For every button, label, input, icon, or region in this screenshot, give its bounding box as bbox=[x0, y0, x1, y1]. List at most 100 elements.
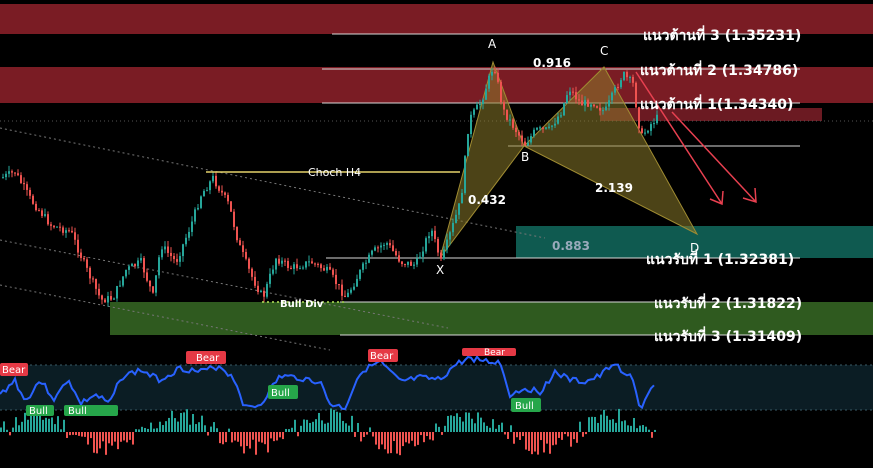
svg-text:Bear: Bear bbox=[2, 365, 26, 376]
candle-body bbox=[530, 136, 532, 143]
candle-body bbox=[260, 290, 262, 292]
candle-body bbox=[155, 275, 157, 293]
histogram-bar bbox=[180, 412, 182, 432]
histogram-bar bbox=[486, 425, 488, 432]
candle-body bbox=[101, 295, 103, 300]
histogram-bar bbox=[234, 432, 236, 441]
histogram-bar bbox=[162, 425, 164, 432]
histogram-bar bbox=[129, 432, 131, 440]
candle-body bbox=[152, 286, 154, 293]
histogram-bar bbox=[540, 432, 542, 441]
histogram-bar bbox=[261, 432, 263, 443]
histogram-bar bbox=[513, 432, 515, 444]
candle-body bbox=[545, 127, 547, 129]
candle-body bbox=[68, 230, 70, 232]
histogram-bar bbox=[477, 412, 479, 432]
histogram-bar bbox=[642, 425, 644, 432]
candle-body bbox=[176, 259, 178, 262]
histogram-bar bbox=[63, 419, 65, 432]
histogram-bar bbox=[483, 422, 485, 432]
histogram-bar bbox=[459, 417, 461, 432]
candle-body bbox=[605, 106, 607, 111]
candle-body bbox=[383, 244, 385, 246]
histogram-bar bbox=[267, 432, 269, 453]
candle-body bbox=[164, 246, 166, 250]
histogram-bar bbox=[627, 425, 629, 432]
candle-body bbox=[323, 268, 325, 271]
candle-body bbox=[419, 256, 421, 259]
candle-body bbox=[95, 278, 97, 289]
candle-body bbox=[455, 214, 457, 223]
candle-body bbox=[233, 211, 235, 227]
candle-body bbox=[194, 209, 196, 222]
candle-body bbox=[314, 263, 316, 265]
svg-text:Bear: Bear bbox=[370, 351, 394, 362]
candle-body bbox=[401, 261, 403, 265]
candle-body bbox=[317, 263, 319, 265]
histogram-bar bbox=[168, 417, 170, 432]
candle-body bbox=[137, 260, 139, 267]
candle-body bbox=[296, 264, 298, 269]
candle-body bbox=[32, 195, 34, 204]
candle-body bbox=[632, 77, 634, 83]
histogram-bar bbox=[264, 432, 266, 445]
histogram-bar bbox=[6, 429, 8, 432]
histogram-bar bbox=[276, 432, 278, 441]
support-label-3: แนวรับที่ 3 (1.31409) bbox=[654, 326, 802, 345]
candle-body bbox=[350, 289, 352, 293]
candle-body bbox=[491, 71, 493, 76]
candle-body bbox=[278, 258, 280, 264]
candle-body bbox=[392, 245, 394, 252]
ratio-bd-label: 2.139 bbox=[595, 181, 633, 195]
candle-body bbox=[293, 264, 295, 269]
candle-body bbox=[569, 91, 571, 96]
candle-body bbox=[566, 95, 568, 103]
candle-body bbox=[650, 124, 652, 131]
candle-body bbox=[587, 100, 589, 107]
histogram-bar bbox=[546, 432, 548, 444]
histogram-bar bbox=[474, 423, 476, 432]
histogram-bar bbox=[378, 432, 380, 450]
histogram-bar bbox=[576, 432, 578, 443]
histogram-bar bbox=[561, 432, 563, 440]
candle-body bbox=[398, 255, 400, 262]
bear-badge: Bear bbox=[462, 348, 516, 358]
candle-body bbox=[161, 249, 163, 258]
histogram-bar bbox=[348, 425, 350, 432]
histogram-bar bbox=[231, 432, 233, 443]
candle-body bbox=[473, 109, 475, 115]
candle-body bbox=[347, 292, 349, 298]
candle-body bbox=[506, 109, 508, 120]
svg-text:Bull: Bull bbox=[29, 406, 48, 417]
histogram-bar bbox=[345, 423, 347, 432]
candle-body bbox=[434, 230, 436, 239]
candle-body bbox=[497, 72, 499, 82]
histogram-bar bbox=[303, 419, 305, 432]
candle-body bbox=[311, 261, 313, 264]
candles-group bbox=[2, 66, 658, 307]
histogram-bar bbox=[300, 425, 302, 432]
candle-body bbox=[416, 258, 418, 265]
candle-body bbox=[611, 92, 613, 101]
candle-body bbox=[368, 254, 370, 263]
histogram-bar bbox=[30, 414, 32, 432]
candle-body bbox=[614, 86, 616, 93]
histogram-bar bbox=[165, 421, 167, 432]
histogram-bar bbox=[465, 412, 467, 432]
histogram-bar bbox=[411, 432, 413, 441]
histogram-bar bbox=[48, 418, 50, 432]
histogram-bar bbox=[18, 425, 20, 432]
candle-body bbox=[512, 119, 514, 128]
candle-body bbox=[98, 288, 100, 296]
svg-text:Bear: Bear bbox=[196, 353, 220, 364]
candle-body bbox=[23, 182, 25, 185]
histogram-bar bbox=[93, 432, 95, 453]
bear-badge: Bear bbox=[0, 363, 28, 376]
candle-body bbox=[521, 135, 523, 142]
histogram-bar bbox=[213, 422, 215, 432]
candle-body bbox=[128, 266, 130, 270]
histogram-bar bbox=[636, 428, 638, 432]
histogram-bar bbox=[414, 432, 416, 447]
